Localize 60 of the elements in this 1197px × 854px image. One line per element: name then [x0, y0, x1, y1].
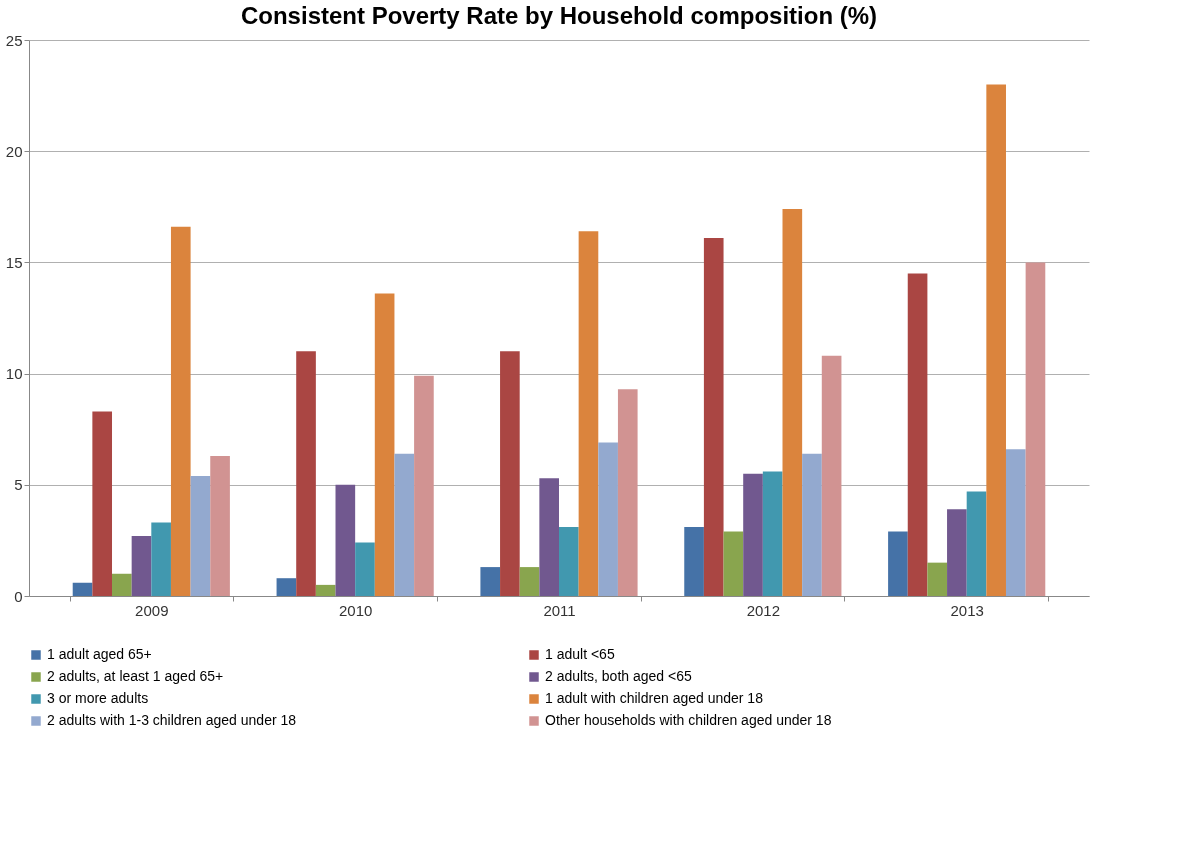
bar	[92, 411, 113, 596]
bar	[500, 351, 520, 596]
legend-label: 2 adults with 1-3 children aged under 18	[47, 712, 297, 728]
bar	[519, 567, 540, 596]
bar	[480, 567, 501, 596]
bar	[72, 582, 93, 596]
y-tick-label: 0	[14, 587, 23, 605]
legend-label: 1 adult <65	[545, 646, 615, 662]
bar	[578, 231, 599, 596]
bar	[598, 442, 618, 596]
bar	[802, 453, 822, 596]
bar	[782, 209, 803, 596]
bar	[190, 475, 211, 596]
bar	[743, 473, 763, 596]
legend-label: 1 adult aged 65+	[47, 646, 152, 662]
bar	[947, 509, 967, 596]
bar	[559, 527, 579, 596]
y-tick-label: 20	[5, 142, 23, 160]
bar	[986, 84, 1006, 596]
x-tick-label: 2013	[950, 601, 984, 619]
legend-label: 1 adult with children aged under 18	[545, 690, 764, 706]
bar	[762, 471, 783, 596]
bar	[151, 522, 171, 596]
x-tick-label: 2011	[543, 601, 576, 619]
bar	[335, 484, 356, 596]
legend-label: 2 adults, both aged <65	[545, 668, 692, 684]
bar	[131, 535, 152, 596]
x-tick-label: 2009	[135, 601, 169, 619]
bar	[907, 273, 928, 596]
bar	[723, 531, 744, 596]
bar	[394, 453, 415, 596]
y-tick-label: 10	[5, 365, 23, 383]
x-tick-label: 2012	[746, 601, 781, 619]
bar	[927, 562, 948, 596]
legend-label: Other households with children aged under 18	[545, 712, 832, 728]
bar	[684, 527, 704, 596]
bar	[539, 478, 559, 596]
y-tick-label: 15	[5, 253, 23, 271]
bar	[888, 531, 908, 596]
bar	[112, 573, 132, 596]
bar	[355, 542, 375, 596]
bar	[617, 389, 638, 596]
bar	[276, 578, 297, 596]
legend-label: 3 or more adults	[47, 690, 149, 706]
bar	[703, 237, 724, 596]
y-tick-label: 25	[5, 31, 23, 49]
bar	[170, 226, 191, 596]
bar	[374, 293, 395, 596]
y-tick-label: 5	[14, 476, 23, 494]
x-tick-label: 2010	[338, 601, 373, 619]
chart-title: Consistent Poverty Rate by Household composition (%)	[240, 2, 878, 29]
bar	[1025, 262, 1046, 596]
bar	[1005, 449, 1026, 596]
bar	[296, 351, 316, 596]
bar	[966, 491, 987, 596]
bar	[414, 375, 434, 596]
bar	[315, 584, 336, 596]
bar	[210, 455, 230, 596]
bar	[821, 355, 842, 596]
legend-label: 2 adults, at least 1 aged 65+	[47, 668, 224, 684]
